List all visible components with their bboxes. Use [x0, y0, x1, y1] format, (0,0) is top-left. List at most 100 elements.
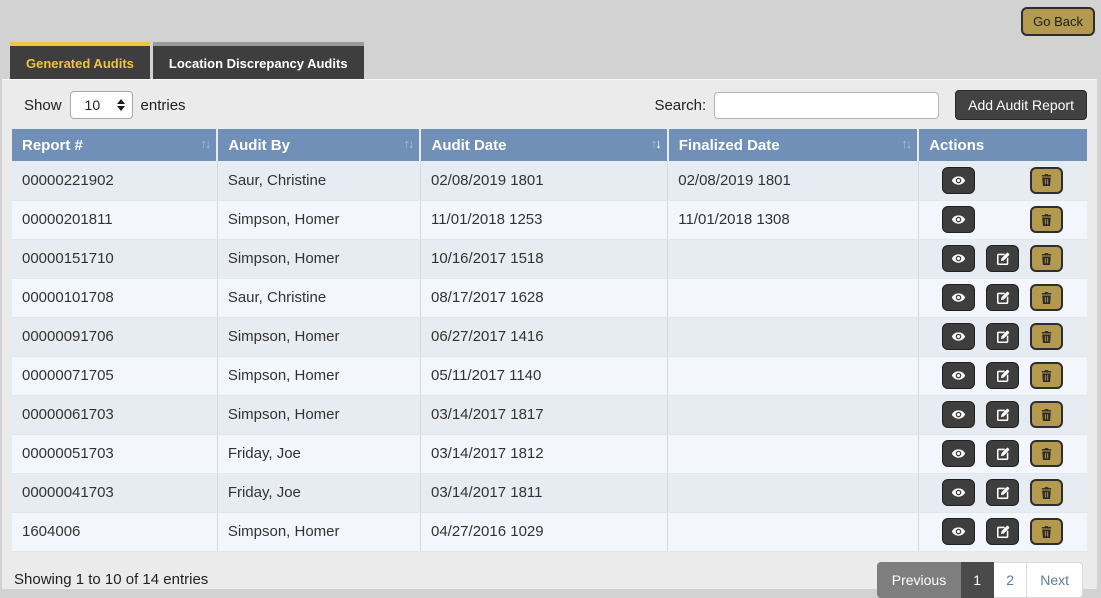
cell-audit-by: Simpson, Homer: [217, 356, 421, 396]
search-input[interactable]: [714, 91, 940, 119]
cell-audit-date: 04/27/2016 1029: [420, 512, 669, 552]
page-size-value: 10: [84, 97, 101, 113]
trash-icon: [1042, 330, 1052, 343]
edit-button[interactable]: [986, 401, 1020, 428]
table-body: 00000221902 Saur, Christine 02/08/2019 180…: [12, 161, 1087, 552]
edit-button[interactable]: [986, 245, 1020, 272]
edit-icon: [996, 408, 1010, 421]
column-header-audit-date[interactable]: Audit Date ↑↓: [420, 129, 669, 161]
trash-icon: [1042, 447, 1052, 460]
view-button[interactable]: [942, 245, 976, 272]
edit-button[interactable]: [986, 440, 1020, 467]
tab-location-discrepancy-audits[interactable]: Location Discrepancy Audits: [152, 42, 364, 82]
view-button[interactable]: [942, 440, 976, 467]
view-button[interactable]: [942, 166, 976, 194]
go-back-button[interactable]: Go Back: [1021, 7, 1095, 36]
delete-button[interactable]: [1030, 518, 1064, 545]
cell-audit-date: 11/01/2018 1253: [420, 200, 669, 240]
cell-audit-date: 05/11/2017 1140: [420, 356, 669, 396]
column-header-report-number[interactable]: Report # ↑↓: [12, 129, 219, 161]
cell-audit-date: 08/17/2017 1628: [420, 278, 669, 318]
cell-actions: [918, 356, 1087, 396]
delete-button[interactable]: [1030, 401, 1064, 428]
trash-icon: [1042, 291, 1052, 304]
edit-button[interactable]: [986, 518, 1020, 545]
delete-button[interactable]: [1030, 362, 1064, 389]
delete-button[interactable]: [1030, 440, 1064, 467]
pagination-page-2[interactable]: 2: [994, 561, 1028, 598]
add-audit-report-button[interactable]: Add Audit Report: [955, 90, 1087, 120]
view-button[interactable]: [942, 518, 976, 545]
page-size-select[interactable]: 10: [69, 91, 133, 119]
delete-button[interactable]: [1030, 479, 1064, 506]
edit-button[interactable]: [986, 284, 1020, 311]
view-button[interactable]: [942, 323, 976, 350]
show-label: Show: [24, 96, 62, 114]
view-button[interactable]: [942, 284, 976, 311]
column-header-actions: Actions: [918, 129, 1087, 161]
cell-finalized-date: [667, 512, 919, 552]
cell-audit-by: Friday, Joe: [217, 473, 421, 513]
sort-arrows-icon: ↑↓: [650, 136, 662, 151]
cell-finalized-date: [667, 434, 919, 474]
cell-report-number: 00000101708: [12, 278, 218, 318]
table-row: 00000041703 Friday, Joe 03/14/2017 1811: [12, 473, 1087, 513]
edit-icon: [996, 369, 1010, 382]
pagination-previous-button[interactable]: Previous: [876, 561, 962, 598]
edit-button[interactable]: [986, 323, 1020, 350]
cell-actions: [918, 512, 1087, 552]
cell-finalized-date: [667, 278, 919, 318]
view-button[interactable]: [942, 362, 976, 389]
cell-report-number: 00000201811: [12, 200, 218, 240]
trash-icon: [1042, 213, 1052, 226]
cell-actions: [918, 434, 1087, 474]
delete-button[interactable]: [1030, 166, 1064, 194]
eye-icon: [952, 176, 966, 185]
pagination-page-1[interactable]: 1: [961, 561, 995, 598]
trash-icon: [1042, 525, 1052, 538]
spinner-arrows-icon: [116, 99, 125, 111]
column-header-finalized-date[interactable]: Finalized Date ↑↓: [667, 129, 920, 161]
show-entries-control: Show 10 entries: [24, 91, 186, 119]
tab-generated-audits[interactable]: Generated Audits: [10, 42, 150, 82]
cell-audit-by: Saur, Christine: [217, 161, 421, 201]
cell-audit-date: 02/08/2019 1801: [420, 161, 669, 201]
table-row: 00000101708 Saur, Christine 08/17/2017 162…: [12, 278, 1087, 318]
edit-icon: [996, 525, 1010, 538]
table-row: 00000201811 Simpson, Homer 11/01/2018 1253…: [12, 200, 1087, 240]
cell-actions: [918, 317, 1087, 357]
cell-audit-by: Simpson, Homer: [217, 317, 421, 357]
view-button[interactable]: [942, 479, 976, 506]
cell-audit-by: Friday, Joe: [217, 434, 421, 474]
content-panel: Show 10 entries Search: Add Audit Report…: [2, 79, 1097, 598]
cell-finalized-date: 02/08/2019 1801: [667, 161, 919, 201]
table-header-row: Report # ↑↓ Audit By ↑↓ Audit Date ↑↓ Fi…: [12, 129, 1087, 161]
column-header-audit-by[interactable]: Audit By ↑↓: [217, 129, 422, 161]
edit-button[interactable]: [986, 362, 1020, 389]
cell-actions: [918, 200, 1087, 240]
eye-icon: [952, 527, 966, 536]
table-row: 1604006 Simpson, Homer 04/27/2016 1029: [12, 512, 1087, 552]
delete-button[interactable]: [1030, 245, 1064, 272]
delete-button[interactable]: [1030, 284, 1064, 311]
view-button[interactable]: [942, 206, 976, 233]
edit-icon: [996, 291, 1010, 304]
cell-report-number: 00000061703: [12, 395, 218, 435]
table-toolbar: Show 10 entries Search: Add Audit Report: [2, 80, 1097, 129]
cell-audit-date: 06/27/2017 1416: [420, 317, 669, 357]
table-row: 00000151710 Simpson, Homer 10/16/2017 1518: [12, 239, 1087, 279]
search-area: Search: Add Audit Report: [654, 90, 1087, 120]
pagination-next-button[interactable]: Next: [1027, 561, 1083, 598]
eye-icon: [952, 488, 966, 497]
cell-audit-by: Simpson, Homer: [217, 239, 421, 279]
view-button[interactable]: [942, 401, 976, 428]
cell-actions: [918, 239, 1087, 279]
edit-button[interactable]: [986, 479, 1020, 506]
cell-report-number: 00000041703: [12, 473, 218, 513]
delete-button[interactable]: [1030, 323, 1064, 350]
trash-icon: [1042, 408, 1052, 421]
sort-arrows-icon: ↑↓: [901, 136, 912, 151]
tab-bar: Generated Audits Location Discrepancy Au…: [10, 42, 364, 82]
delete-button[interactable]: [1030, 206, 1064, 233]
cell-audit-date: 03/14/2017 1812: [420, 434, 669, 474]
